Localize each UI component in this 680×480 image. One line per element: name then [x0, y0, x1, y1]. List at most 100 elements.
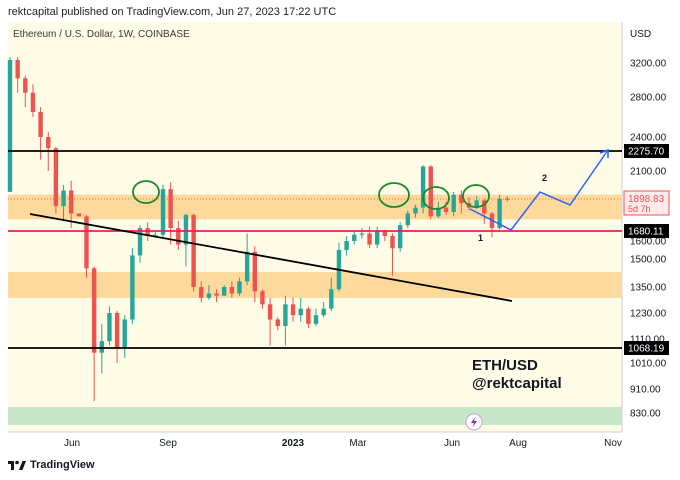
- candle-body: [428, 166, 433, 217]
- candle-down: [214, 289, 219, 303]
- x-tick-label: Mar: [349, 438, 367, 449]
- candle-up: [420, 165, 426, 214]
- highlight-circle: [132, 180, 160, 204]
- candle-body: [436, 207, 441, 217]
- candle-up: [160, 184, 166, 239]
- candle-down: [290, 297, 296, 322]
- x-axis: Jun Sep 2023 Mar Jun Aug Nov: [64, 438, 622, 449]
- candle-body: [38, 112, 43, 137]
- candle-up: [313, 308, 319, 326]
- candle-down: [168, 182, 173, 245]
- price-tag: 1068.19: [624, 341, 669, 355]
- candle-down: [15, 57, 20, 93]
- candle-body: [413, 207, 418, 214]
- candle-body: [313, 315, 319, 324]
- candle-up: [405, 210, 410, 229]
- candle-body: [91, 268, 97, 353]
- candle-up: [61, 184, 66, 221]
- candle-down: [428, 165, 433, 220]
- candle-body: [153, 234, 158, 236]
- y-tick-label: 3200.00: [630, 59, 667, 70]
- candle-body: [283, 304, 288, 326]
- price-tag-label: 2275.70: [628, 147, 665, 158]
- tradingview-badge-icon: [465, 413, 483, 431]
- candle-down: [275, 317, 280, 331]
- candle-down: [76, 213, 82, 217]
- x-tick-label: Jun: [444, 438, 460, 449]
- candle-body: [107, 313, 112, 342]
- watermark-line2: @rektcapital: [472, 375, 562, 392]
- candle-body: [290, 304, 296, 316]
- mid-zone: [8, 272, 622, 298]
- candle-body: [275, 319, 280, 326]
- candle-up: [329, 277, 334, 311]
- candle-body: [367, 233, 372, 245]
- candle-body: [191, 214, 196, 287]
- candle-up: [344, 236, 349, 256]
- candle-body: [298, 308, 303, 316]
- candle-down: [53, 147, 59, 214]
- candle-body: [206, 293, 212, 298]
- candle-body: [405, 213, 410, 226]
- plot-background: [8, 22, 623, 433]
- tradingview-logo-icon: [8, 460, 26, 470]
- candle-up: [237, 277, 242, 296]
- trendline: [29, 213, 513, 302]
- candle-up: [359, 228, 365, 239]
- x-tick-label: Sep: [159, 438, 177, 449]
- candle-body: [199, 287, 204, 298]
- price-tag-bg: [624, 144, 669, 158]
- candle-body: [344, 241, 349, 250]
- currency-label: USD: [630, 29, 651, 40]
- candle-up: [413, 204, 418, 218]
- candle-down: [390, 233, 395, 276]
- candle-up: [298, 297, 303, 322]
- y-tick-label: 1010.00: [630, 359, 667, 370]
- candle-up: [352, 231, 357, 245]
- candle-body: [375, 231, 380, 245]
- candle-body: [306, 308, 311, 324]
- last-price-tag-bg: [623, 190, 670, 216]
- candle-body: [482, 200, 487, 214]
- candle-body: [23, 78, 28, 93]
- candle-up: [7, 57, 13, 192]
- candle-body: [84, 216, 89, 269]
- candle-down: [505, 196, 510, 202]
- y-tick-label: 2800.00: [630, 93, 667, 104]
- y-tick-label: 1500.00: [630, 255, 667, 266]
- candle-up: [183, 213, 189, 267]
- candle-body: [122, 319, 127, 348]
- highlight-circle: [462, 184, 490, 208]
- y-tick-label: 1600.00: [630, 237, 667, 248]
- candle-body: [130, 255, 135, 320]
- candle-body: [46, 137, 51, 149]
- candle-body: [15, 60, 20, 79]
- candle-down: [23, 75, 28, 107]
- candle-body: [114, 313, 120, 348]
- candle-body: [267, 304, 273, 320]
- candle-up: [222, 285, 227, 296]
- drawings: 12: [8, 148, 622, 349]
- candle-down: [267, 297, 273, 346]
- candle-body: [237, 281, 242, 294]
- candle-down: [176, 220, 181, 250]
- publisher-header: rektcapital published on TradingView.com…: [8, 6, 337, 18]
- price-tag-label: 1068.19: [628, 344, 665, 355]
- candle-body: [397, 225, 403, 249]
- highlight-circle: [422, 186, 450, 210]
- candle-body: [229, 287, 235, 294]
- annotation-2: 2: [542, 173, 547, 183]
- candle-up: [321, 302, 326, 318]
- candle-body: [260, 291, 265, 305]
- candle-body: [390, 236, 395, 249]
- candle-body: [443, 207, 449, 212]
- candle-body: [76, 213, 82, 217]
- candle-body: [214, 293, 219, 296]
- y-axis: 3200.00 2800.00 2400.00 2100.00 1600.00 1500.…: [623, 59, 670, 420]
- plot-area: [8, 22, 622, 432]
- projection-path: [469, 149, 609, 231]
- price-tag: 2275.70: [624, 144, 669, 158]
- y-tick-label: 2100.00: [630, 167, 667, 178]
